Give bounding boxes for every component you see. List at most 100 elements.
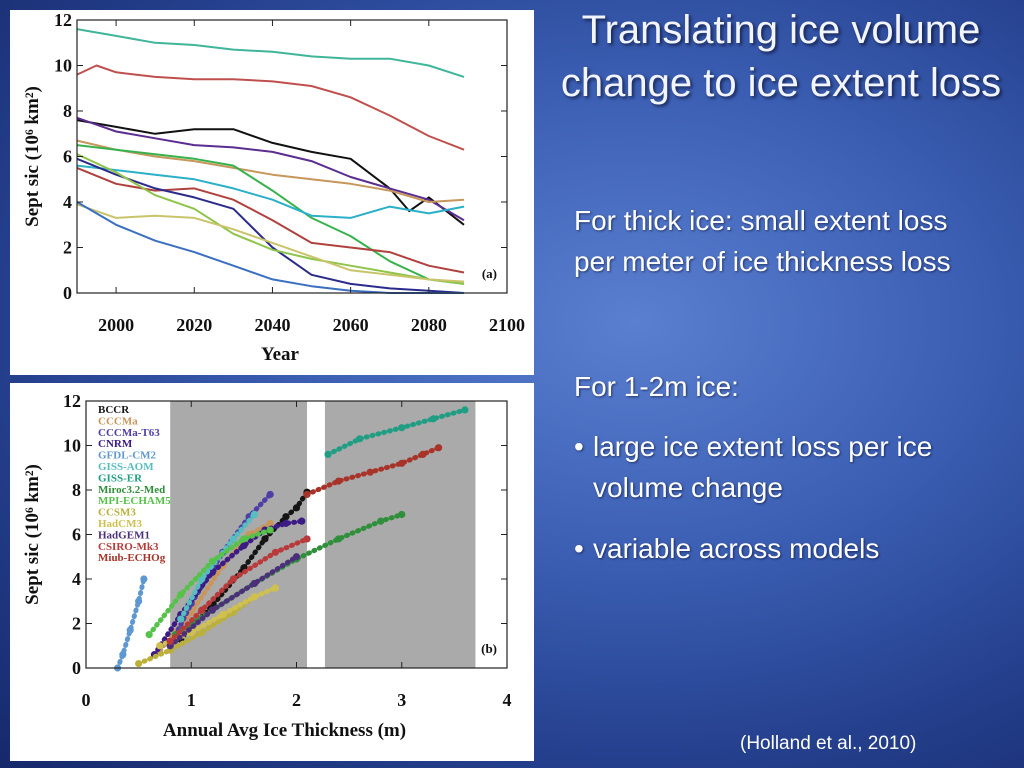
- legend-entry: MPI-ECHAM5: [98, 495, 171, 507]
- data-point-BCCR: [282, 513, 290, 521]
- data-point-GISS-ER: [324, 450, 332, 458]
- data-point-CNRM: [208, 568, 216, 576]
- data-point-Miub-ECHOg: [366, 468, 374, 476]
- series-line-black: [76, 119, 465, 226]
- data-point-HadGEM1: [250, 579, 258, 588]
- y-tick-label: 12: [63, 391, 81, 411]
- y-tick-label: 8: [72, 480, 81, 500]
- y-tick-label: 2: [63, 238, 72, 258]
- series-line-cyan: [76, 164, 465, 219]
- data-point-HadCM3: [156, 642, 164, 650]
- legend-entry: HadGEM1: [98, 529, 150, 541]
- data-point-BCCR: [292, 504, 301, 512]
- chart-panel-a: 2000 2020 2040 2060 2080 2100 0 2 4 6 8 10 12 Year Sep…: [10, 10, 534, 375]
- data-point-Miub-ECHOg: [335, 477, 343, 485]
- y-tick-label: 0: [72, 658, 81, 678]
- data-point-Miub-ECHOg: [434, 444, 443, 452]
- series-line-purple: [76, 116, 465, 222]
- data-point-HadGEM1: [208, 606, 216, 614]
- y-tick-label: 0: [63, 283, 72, 303]
- slide-title: Translating ice volume change to ice ext…: [560, 8, 1002, 105]
- series-line-teal-high: [76, 28, 465, 78]
- x-tick-label: 2020: [176, 315, 212, 335]
- legend-entry: GISS-ER: [98, 472, 143, 484]
- legend-entry: Miub-ECHOg: [98, 552, 166, 564]
- x-tick-label: 0: [82, 690, 91, 710]
- y-tick-label: 10: [54, 56, 72, 76]
- data-point-MPI-ECHAM5: [266, 526, 274, 534]
- data-point-Miub-ECHOg: [398, 459, 406, 467]
- bullet-text: large ice extent loss per ice volume cha…: [593, 431, 933, 503]
- series-line-red-high: [76, 64, 465, 151]
- x-tick-label: 2060: [333, 315, 369, 335]
- y-tick-label: 12: [54, 10, 72, 30]
- data-point-GISS-AOM: [229, 535, 237, 543]
- data-point-HadGEM1: [292, 553, 301, 561]
- data-point-MPI-ECHAM5: [240, 535, 248, 543]
- legend-entry: Miroc3.2-Med: [98, 484, 165, 496]
- x-tick-label: 1: [187, 690, 196, 710]
- data-point-CCCMa: [266, 519, 274, 527]
- y-tick-label: 6: [72, 525, 81, 545]
- x-tick-label: 4: [503, 690, 512, 710]
- x-tick-label: 2040: [254, 315, 290, 335]
- series-line-blue: [76, 201, 464, 294]
- data-point-CSIRO-Mk3: [271, 548, 280, 556]
- data-point-GISS-AOM: [250, 510, 258, 519]
- thick-ice-paragraph: For thick ice: small extent loss per met…: [574, 205, 951, 277]
- x-tick-label: 2100: [489, 315, 525, 335]
- panel-label: (a): [482, 266, 497, 281]
- legend-entry: CCSM3: [98, 507, 136, 519]
- bullet-item: • large ice extent loss per ice volume c…: [574, 426, 984, 508]
- bullet-text: variable across models: [593, 533, 880, 564]
- data-point-BCCR: [261, 535, 269, 543]
- data-point-CCCMa-T63: [266, 490, 274, 499]
- legend-entry: CSIRO-Mk3: [98, 541, 159, 553]
- legend-entry: GISS-AOM: [98, 461, 154, 473]
- data-point-Miub-ECHOg: [419, 450, 427, 458]
- data-point-GFDL-CM2: [140, 575, 148, 583]
- x-axis-label: Year: [261, 344, 300, 365]
- x-tick-label: 2: [292, 690, 301, 710]
- y-tick-label: 4: [63, 192, 72, 212]
- series-line-tan: [76, 139, 465, 203]
- legend-entry: CCCMa-T63: [98, 427, 160, 439]
- data-point-HadCM3: [219, 611, 227, 619]
- series-line-green: [76, 144, 465, 285]
- panel-label: (b): [481, 641, 497, 656]
- bullet-dot: •: [574, 431, 584, 462]
- data-point-CSIRO-Mk3: [166, 637, 174, 645]
- x-axis-label: Annual Avg Ice Thickness (m): [163, 720, 406, 741]
- data-point-GISS-ER: [398, 424, 406, 432]
- data-point-GFDL-CM2: [126, 626, 134, 634]
- data-point-GFDL-CM2: [119, 651, 127, 659]
- series-line-pale-yellow: [76, 203, 465, 283]
- y-tick-label: 4: [72, 569, 81, 589]
- data-point-MPI-ECHAM5: [145, 631, 153, 639]
- data-point-CNRM: [298, 517, 306, 525]
- data-point-CNRM: [240, 542, 248, 550]
- data-point-CSIRO-Mk3: [198, 606, 206, 614]
- data-point-Miub-ECHOg: [303, 490, 311, 499]
- data-point-Miroc3.2-Med: [335, 535, 343, 543]
- data-point-CCSM3: [198, 628, 206, 636]
- legend-entry: CCCMa: [98, 415, 138, 427]
- thin-ice-heading: For 1-2m ice:: [574, 371, 739, 402]
- legend-entry: HadCM3: [98, 518, 143, 530]
- data-point-HadCM3: [250, 593, 258, 601]
- data-point-GISS-ER: [429, 415, 437, 423]
- x-tick-label: 2080: [411, 315, 447, 335]
- x-tick-label: 3: [397, 690, 406, 710]
- data-point-GISS-AOM: [177, 615, 185, 623]
- data-point-GISS-ER: [356, 435, 364, 443]
- data-point-CNRM: [282, 519, 290, 527]
- bullet-dot: •: [574, 533, 584, 564]
- series-line-lime: [76, 153, 465, 285]
- y-tick-label: 6: [63, 147, 72, 167]
- citation: (Holland et al., 2010): [740, 733, 917, 754]
- data-point-Miroc3.2-Med: [377, 517, 385, 525]
- x-tick-label: 2000: [98, 315, 134, 335]
- legend-entry: GFDL-CM2: [98, 450, 157, 462]
- data-point-MPI-ECHAM5: [177, 590, 185, 599]
- data-point-CCSM3: [135, 659, 143, 668]
